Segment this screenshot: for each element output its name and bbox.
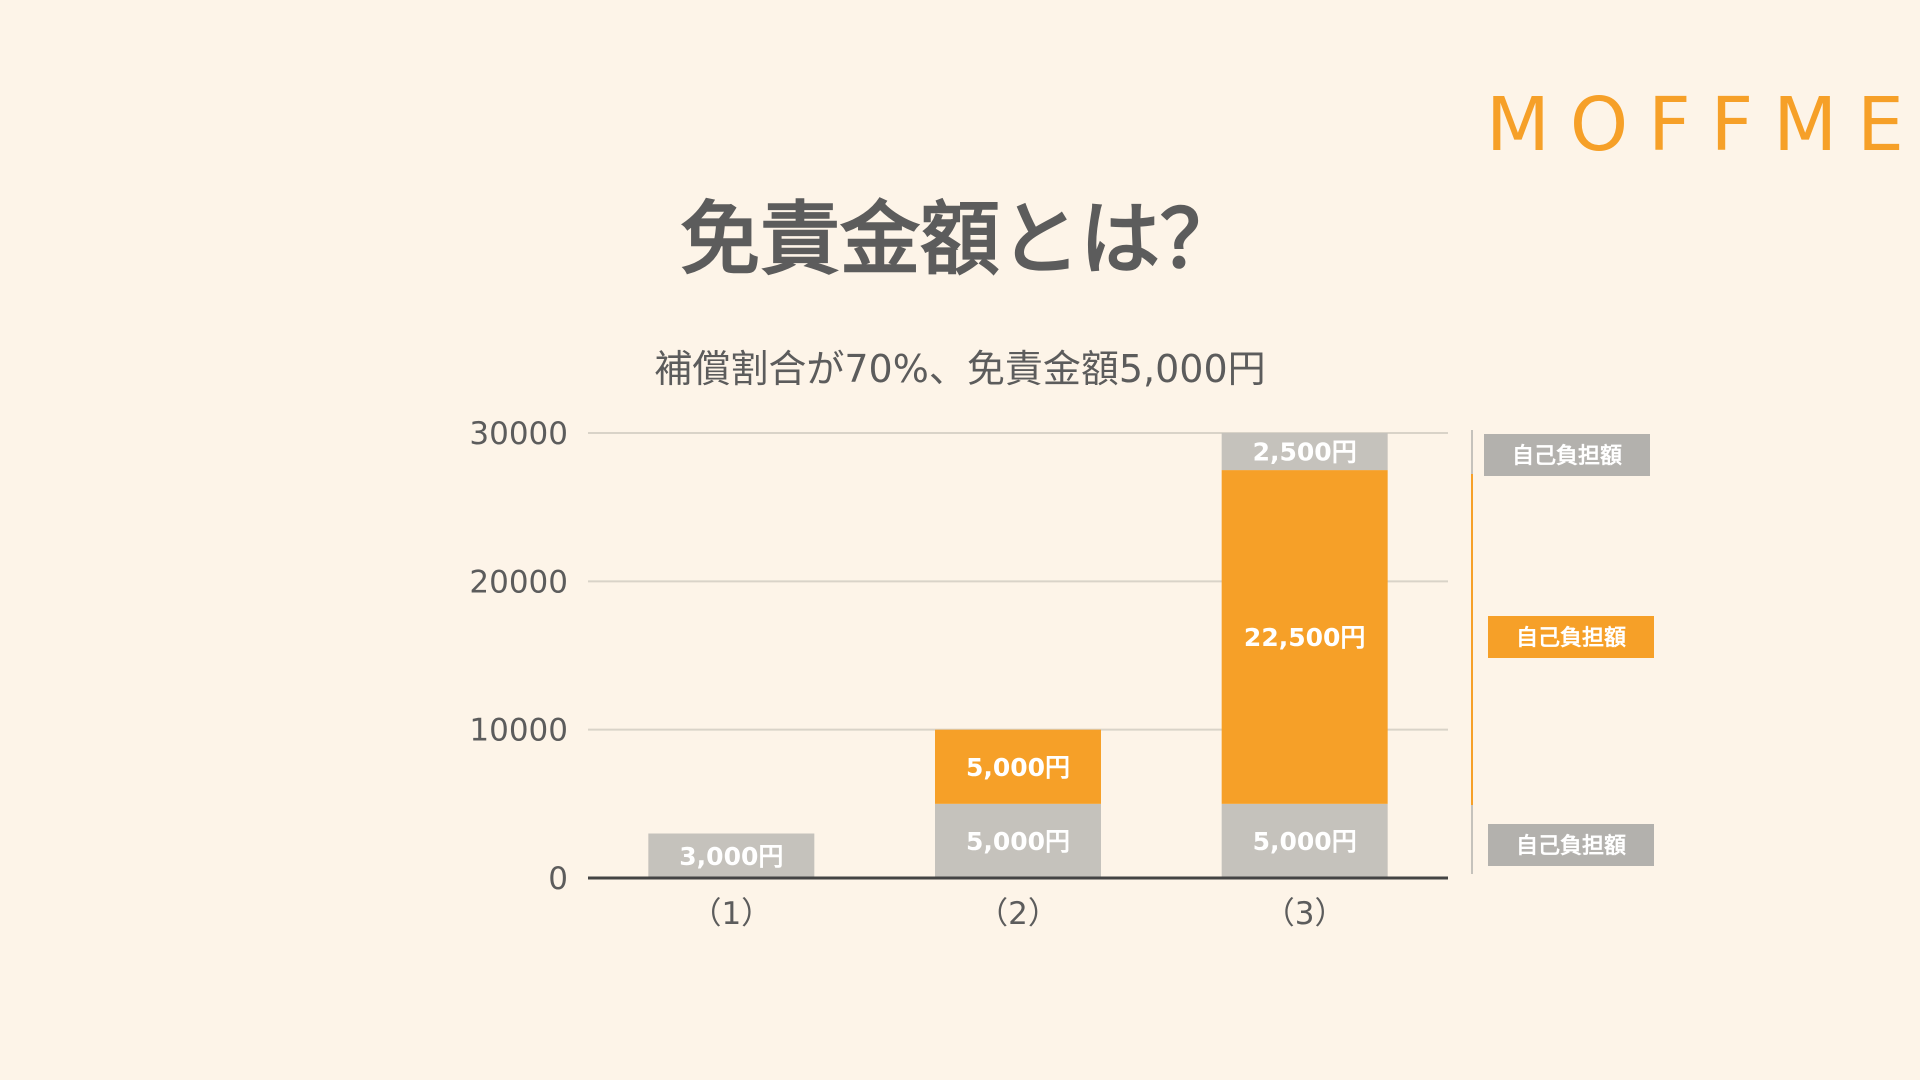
data-label: 2,500円: [1253, 438, 1357, 467]
y-tick-label: 10000: [469, 713, 568, 749]
page-title: 免責金額とは？: [680, 193, 1240, 286]
data-label: 22,500円: [1244, 623, 1365, 652]
chart-subtitle: 補償割合が70%、免責金額5,000円: [654, 347, 1266, 391]
y-tick-label: 30000: [469, 416, 568, 452]
data-label: 5,000円: [966, 827, 1070, 856]
legend-label: 自己負担額: [1516, 833, 1626, 859]
legend-swatch: [1484, 434, 1650, 476]
legend-swatch: [1488, 616, 1654, 658]
bar-segment: [935, 803, 1101, 878]
x-category-label: （1）: [690, 896, 772, 932]
legend-swatch: [1488, 824, 1654, 866]
bar-segment: [1221, 433, 1388, 471]
bar-segment: [1221, 470, 1388, 804]
x-category-label: （3）: [1264, 896, 1346, 932]
legend-label: 自己負担額: [1516, 625, 1626, 651]
legend-label: 自己負担額: [1512, 443, 1622, 469]
bar-segment: [1221, 803, 1388, 878]
x-category-label: （2）: [977, 896, 1059, 932]
y-tick-label: 0: [548, 861, 568, 897]
data-label: 3,000円: [679, 842, 783, 871]
bar-segment: [648, 833, 815, 878]
data-label: 5,000円: [1253, 827, 1357, 856]
brand-logo: MOFFME: [1486, 82, 1920, 168]
y-tick-label: 20000: [469, 564, 568, 600]
data-label: 5,000円: [966, 753, 1070, 782]
bar-segment: [935, 729, 1101, 804]
